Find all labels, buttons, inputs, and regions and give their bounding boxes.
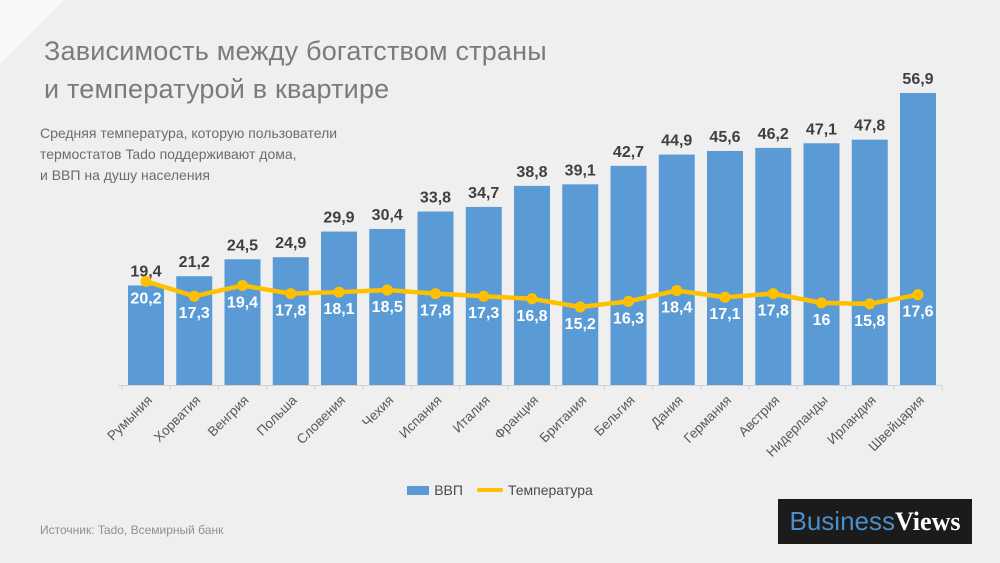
temperature-point-marker [864,298,876,310]
temp-value-label: 16 [813,312,831,329]
source-attribution: Источник: Tado, Всемирный банк [40,523,224,537]
gdp-value-label: 45,6 [709,129,740,146]
gdp-value-label: 34,7 [468,185,499,202]
temperature-point-marker [381,284,393,296]
legend-label-temperature: Температура [507,482,593,498]
bar-Дания [658,154,695,385]
temp-value-label: 17,1 [709,306,740,323]
chart-legend: ВВП Температура [0,482,1000,498]
country-label: Чехия [359,393,396,430]
temperature-point-marker [478,290,490,302]
chart-subtitle-line3: и ВВП на душу населения [40,167,210,183]
temperature-point-marker [237,279,248,291]
temperature-point-marker [430,288,441,300]
temperature-point-marker [285,288,297,300]
gdp-value-label: 47,1 [806,121,837,138]
gdp-value-label: 46,2 [758,126,789,143]
temp-value-label: 16,8 [516,308,547,325]
country-label: Польша [254,392,300,438]
gdp-value-label: 29,9 [323,210,354,227]
bar-Венгрия [224,259,261,385]
gdp-value-label: 39,1 [565,162,596,179]
gdp-value-label: 19,4 [130,263,161,280]
businessviews-logo: Business Views [778,499,972,544]
gdp-value-label: 24,5 [227,237,258,254]
bar-Швейцария [900,92,936,385]
legend-label-gdp: ВВП [434,482,463,498]
chart-subtitle: Средняя температура, которую пользовател… [40,123,337,186]
temperature-point-marker [767,288,779,300]
country-label: Франция [491,393,541,443]
temperature-point-marker [816,297,827,309]
corner-decoration [0,0,64,64]
temperature-point-marker [574,301,586,313]
temp-value-label: 17,8 [275,303,306,320]
temperature-point-marker [671,285,683,297]
bar-Польша [272,257,309,385]
gdp-swatch-icon [407,485,430,495]
gdp-value-label: 33,8 [420,190,451,207]
chart-subtitle-line1: Средняя температура, которую пользовател… [40,125,338,141]
country-label: Германия [681,393,734,446]
bar-Британия [562,184,599,385]
bar-Австрия [755,147,792,385]
logo-text-views: Views [895,506,961,536]
bar-Румыния [128,285,164,385]
temp-value-label: 17,8 [420,303,451,320]
country-label: Бельгия [591,393,637,439]
temperature-point-marker [623,295,634,307]
temp-value-label: 19,4 [227,294,258,311]
logo-text-business: Business [789,506,896,536]
temp-value-label: 17,6 [902,304,933,321]
gdp-value-label: 42,7 [613,144,644,161]
bar-Чехия [369,228,406,385]
temperature-point-marker [140,275,152,287]
chart-title: Зависимость между богатством страны и те… [44,32,547,108]
legend-item-gdp: ВВП [407,482,463,498]
temp-value-label: 17,3 [179,305,210,322]
temp-value-label: 18,1 [323,301,354,318]
gdp-value-label: 24,9 [275,235,306,252]
temperature-point-marker [526,293,538,305]
gdp-value-label: 21,2 [179,254,210,271]
bar-Ирландия [851,139,888,385]
country-label: Венгрия [205,393,252,440]
country-label: Дания [648,393,686,431]
temp-value-label: 20,2 [130,290,161,307]
temp-value-label: 15,2 [565,316,596,333]
gdp-value-label: 38,8 [516,164,547,181]
gdp-value-label: 44,9 [661,133,692,150]
temperature-swatch-icon [476,488,503,492]
temperature-point-marker [912,289,924,301]
bar-Бельгия [610,165,647,385]
bar-Германия [707,150,743,385]
gdp-value-label: 56,9 [902,71,933,88]
gdp-value-label: 47,8 [854,118,885,135]
temp-value-label: 18,4 [661,300,692,317]
legend-item-temperature: Температура [476,482,593,498]
bar-Нидерланды [803,143,840,385]
country-label: Британия [537,393,590,446]
country-label: Хорватия [151,393,203,445]
chart-title-line1: Зависимость между богатством страны [44,36,547,66]
temp-value-label: 16,3 [613,310,644,327]
bar-Франция [514,185,550,385]
temperature-point-marker [719,291,731,303]
chart-subtitle-line2: термостатов Tado поддерживают дома, [40,146,297,162]
gdp-value-label: 30,4 [372,207,403,224]
country-label: Словения [294,393,349,448]
temp-value-label: 15,8 [854,313,885,330]
temperature-point-marker [188,290,200,302]
country-label: Италия [450,393,493,436]
country-label: Румыния [104,393,155,444]
temp-value-label: 17,3 [468,305,499,322]
country-label: Испания [396,393,444,441]
temp-value-label: 17,8 [758,303,789,320]
bar-Словения [321,231,357,385]
country-label: Австрия [735,393,782,440]
chart-title-line2: и температурой в квартире [44,74,390,104]
temperature-point-marker [333,286,345,298]
temp-value-label: 18,5 [372,299,403,316]
